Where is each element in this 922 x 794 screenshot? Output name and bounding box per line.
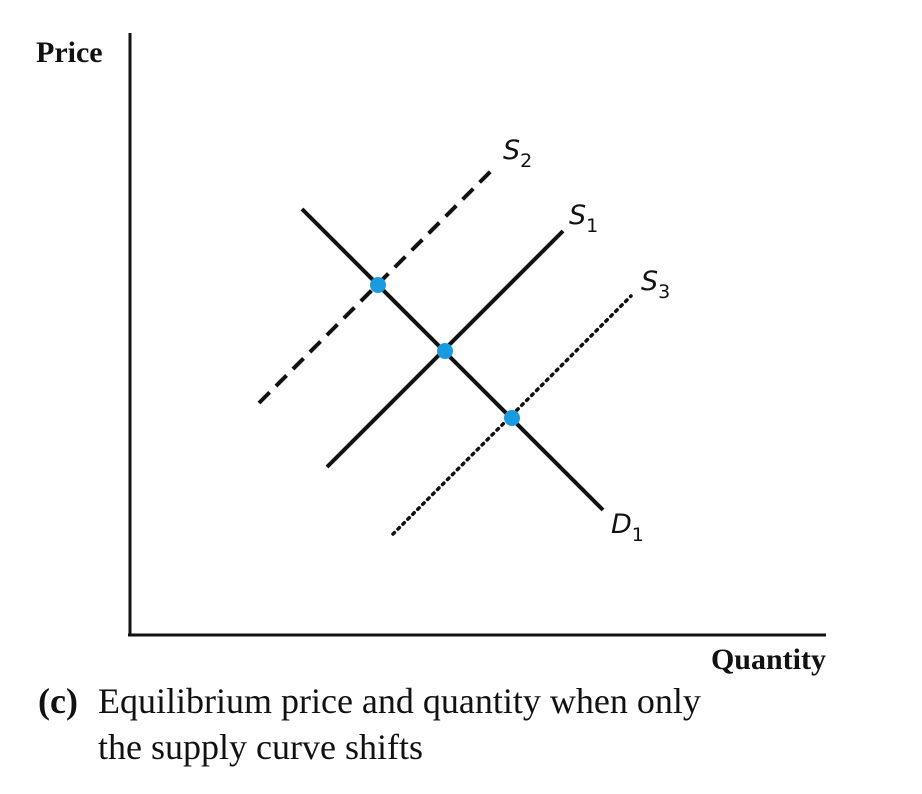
- demand-curve-d1: [300, 207, 605, 512]
- label-s3-subscript: 3: [658, 281, 670, 303]
- label-d1-letter: D: [611, 509, 632, 540]
- x-axis-label: Quantity: [711, 643, 826, 676]
- label-d1: D1: [611, 509, 644, 546]
- label-s1: S1: [569, 200, 598, 237]
- caption-line1: Equilibrium price and quantity when only: [98, 681, 701, 721]
- caption-tag: (c): [38, 681, 78, 721]
- equilibrium-point-s2: [370, 277, 386, 293]
- label-s2-letter: S: [503, 135, 520, 166]
- label-s2: S2: [503, 135, 532, 172]
- label-s1-letter: S: [569, 200, 586, 231]
- label-s3: S3: [641, 266, 670, 303]
- label-s1-subscript: 1: [586, 215, 598, 237]
- supply-demand-diagram: Price Quantity S2 S1 S3 D1: [36, 33, 826, 676]
- figure-caption: (c) Equilibrium price and quantity when o…: [38, 678, 898, 770]
- caption-line2: the supply curve shifts: [98, 727, 423, 767]
- label-s3-letter: S: [641, 266, 658, 297]
- label-d1-subscript: 1: [632, 524, 644, 546]
- equilibrium-point-s1: [437, 343, 453, 359]
- label-s2-subscript: 2: [520, 150, 532, 172]
- equilibrium-point-s3: [504, 410, 520, 426]
- y-axis-label: Price: [36, 36, 103, 69]
- supply-curve-s2: [257, 165, 497, 405]
